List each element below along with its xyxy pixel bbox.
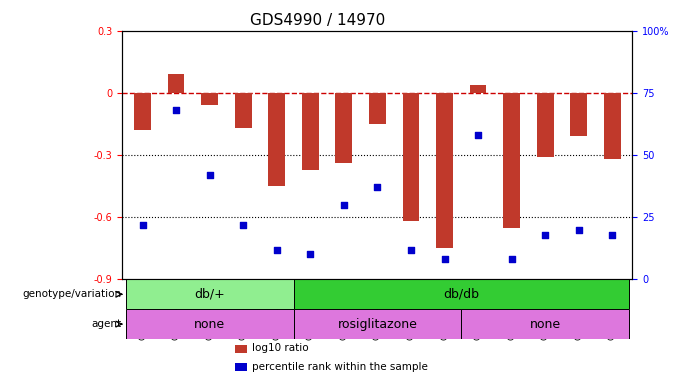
- Point: [137, 222, 148, 228]
- Bar: [604, 93, 621, 159]
- Bar: [302, 93, 319, 170]
- Point: [506, 257, 517, 263]
- Point: [607, 232, 617, 238]
- Point: [573, 227, 584, 233]
- FancyBboxPatch shape: [461, 309, 629, 339]
- Text: none: none: [530, 318, 561, 331]
- Text: none: none: [194, 318, 225, 331]
- Bar: [503, 93, 520, 228]
- Bar: [436, 93, 453, 248]
- Point: [405, 247, 416, 253]
- Text: percentile rank within the sample: percentile rank within the sample: [252, 362, 428, 372]
- Bar: [537, 93, 554, 157]
- Bar: [269, 93, 285, 186]
- Bar: [470, 84, 486, 93]
- Bar: [369, 93, 386, 124]
- Text: db/+: db/+: [194, 288, 225, 301]
- Bar: [235, 344, 248, 353]
- FancyBboxPatch shape: [294, 309, 461, 339]
- Bar: [235, 93, 252, 128]
- Bar: [235, 363, 248, 371]
- Bar: [201, 93, 218, 105]
- Point: [372, 184, 383, 190]
- Point: [473, 132, 483, 138]
- Point: [204, 172, 215, 178]
- Text: agent: agent: [92, 319, 122, 329]
- Text: genotype/variation: genotype/variation: [22, 289, 122, 299]
- FancyBboxPatch shape: [294, 279, 629, 309]
- FancyBboxPatch shape: [126, 309, 294, 339]
- Point: [439, 257, 450, 263]
- FancyBboxPatch shape: [126, 279, 294, 309]
- Text: rosiglitazone: rosiglitazone: [337, 318, 418, 331]
- Point: [238, 222, 249, 228]
- Bar: [134, 93, 151, 130]
- Point: [271, 247, 282, 253]
- Bar: [571, 93, 587, 136]
- Point: [171, 107, 182, 113]
- Point: [305, 252, 316, 258]
- Point: [540, 232, 551, 238]
- Text: log10 ratio: log10 ratio: [252, 343, 309, 353]
- Bar: [403, 93, 420, 221]
- Point: [339, 202, 350, 208]
- Text: db/db: db/db: [443, 288, 479, 301]
- Text: GDS4990 / 14970: GDS4990 / 14970: [250, 13, 385, 28]
- Bar: [168, 74, 184, 93]
- Bar: [335, 93, 352, 163]
